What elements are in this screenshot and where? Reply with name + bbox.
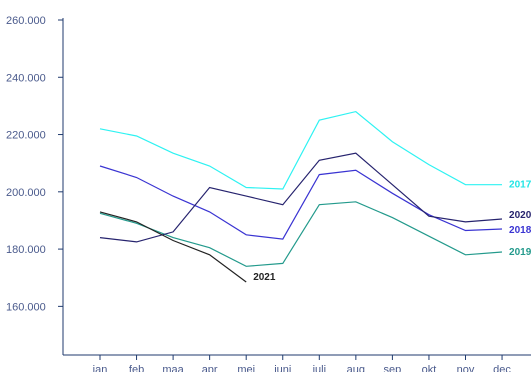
x-tick-label: nov xyxy=(457,364,475,372)
series-end-labels: 2017 2018 2019 2020 2021 xyxy=(253,180,531,283)
x-tick-label: mei xyxy=(237,364,255,372)
y-tick-label: 180.000 xyxy=(6,244,46,256)
x-tick-label: okt xyxy=(422,364,437,372)
x-tick-label: juni xyxy=(273,364,291,372)
series-label-2017: 2017 xyxy=(509,180,531,191)
x-tick-label: juli xyxy=(312,364,326,372)
x-tick-label: dec xyxy=(493,364,511,372)
y-tick-label: 240.000 xyxy=(6,72,46,84)
series-label-2018: 2018 xyxy=(509,225,531,236)
series-label-2021: 2021 xyxy=(253,272,276,283)
series-line-2021 xyxy=(99,211,247,283)
y-tick-label: 220.000 xyxy=(6,130,46,142)
series-line-2018 xyxy=(99,165,503,240)
y-tick-label: 200.000 xyxy=(6,187,46,199)
x-tick-label: aug xyxy=(347,364,365,372)
y-tick-label: 160.000 xyxy=(6,301,46,313)
y-tick-label: 260.000 xyxy=(6,15,46,27)
x-axis-ticks: jan feb maa apr mei juni juli aug sep okt nov dec xyxy=(92,355,511,372)
series-line-2019 xyxy=(99,201,503,267)
x-tick-label: apr xyxy=(202,364,218,372)
series-label-2019: 2019 xyxy=(509,247,531,258)
x-tick-label: maa xyxy=(162,364,184,372)
y-axis-ticks: 160.000 180.000 200.000 220.000 240.000 260.0… xyxy=(6,15,63,313)
x-tick-label: feb xyxy=(129,364,144,372)
series-label-2020: 2020 xyxy=(509,210,531,221)
series-line-2020 xyxy=(99,152,503,243)
x-tick-label: jan xyxy=(92,364,108,372)
x-tick-label: sep xyxy=(384,364,402,372)
series-lines xyxy=(99,110,503,283)
series-line-2017 xyxy=(99,110,502,190)
